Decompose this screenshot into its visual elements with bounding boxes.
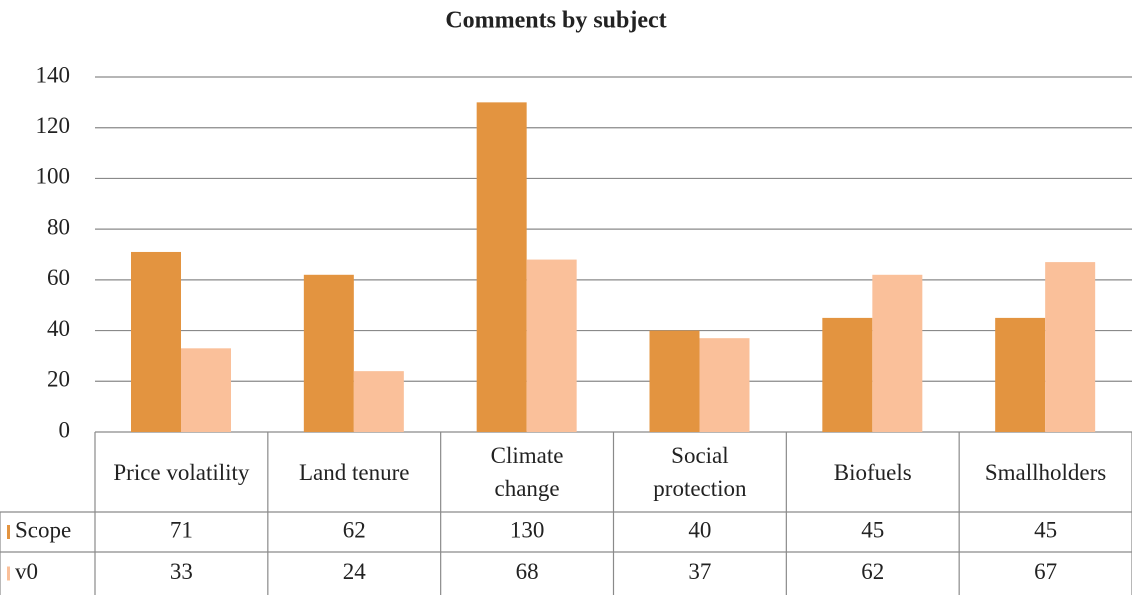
table-value: 33 <box>170 559 193 584</box>
chart-title: Comments by subject <box>445 8 666 34</box>
x-tick-label: Smallholders <box>984 459 1107 485</box>
category-cell: Climate change <box>490 443 564 501</box>
y-tick-label: 100 <box>36 164 71 189</box>
category-cell: Biofuels <box>833 459 912 485</box>
table-value: 62 <box>861 559 884 584</box>
bar <box>872 274 923 432</box>
x-tick-label: Biofuels <box>833 459 912 485</box>
legend-key <box>7 525 10 539</box>
y-tick-label: 0 <box>59 417 71 442</box>
y-tick-label: 20 <box>47 367 70 392</box>
table-value: 37 <box>688 559 711 584</box>
bar <box>476 102 527 432</box>
table-value: 45 <box>861 517 884 542</box>
category-cell: Smallholders <box>984 459 1107 485</box>
x-tick-label: Land tenure <box>299 459 410 485</box>
y-tick-label: 120 <box>36 113 71 138</box>
table-value: 40 <box>688 517 711 542</box>
x-tick-label: Climate change <box>490 443 564 501</box>
bar <box>995 317 1046 432</box>
bar <box>353 371 404 432</box>
y-tick-label: 140 <box>36 62 71 87</box>
table-value: 130 <box>510 517 545 542</box>
category-cell: Social protection <box>653 443 747 501</box>
x-tick-label: Price volatility <box>113 459 250 485</box>
bar <box>526 259 577 432</box>
legend-label: Scope <box>15 517 71 542</box>
bar <box>649 330 700 432</box>
table-value: 71 <box>170 517 193 542</box>
table-value: 62 <box>343 517 366 542</box>
legend-key <box>7 566 10 581</box>
y-tick-label: 60 <box>47 265 70 290</box>
category-cell: Land tenure <box>299 459 410 485</box>
bar <box>303 274 354 432</box>
legend-label: v0 <box>15 559 38 584</box>
category-cell: Price volatility <box>113 459 250 485</box>
table-value: 67 <box>1034 559 1057 584</box>
table-value: 68 <box>516 559 539 584</box>
bar <box>131 251 181 432</box>
bar <box>1045 262 1096 432</box>
bar <box>822 317 873 432</box>
table-value: 45 <box>1034 517 1057 542</box>
bar <box>699 338 750 432</box>
y-tick-label: 80 <box>47 214 70 239</box>
bar <box>181 348 231 432</box>
x-tick-label: Social protection <box>653 443 747 501</box>
y-tick-label: 40 <box>47 316 70 341</box>
table-value: 24 <box>343 559 367 584</box>
